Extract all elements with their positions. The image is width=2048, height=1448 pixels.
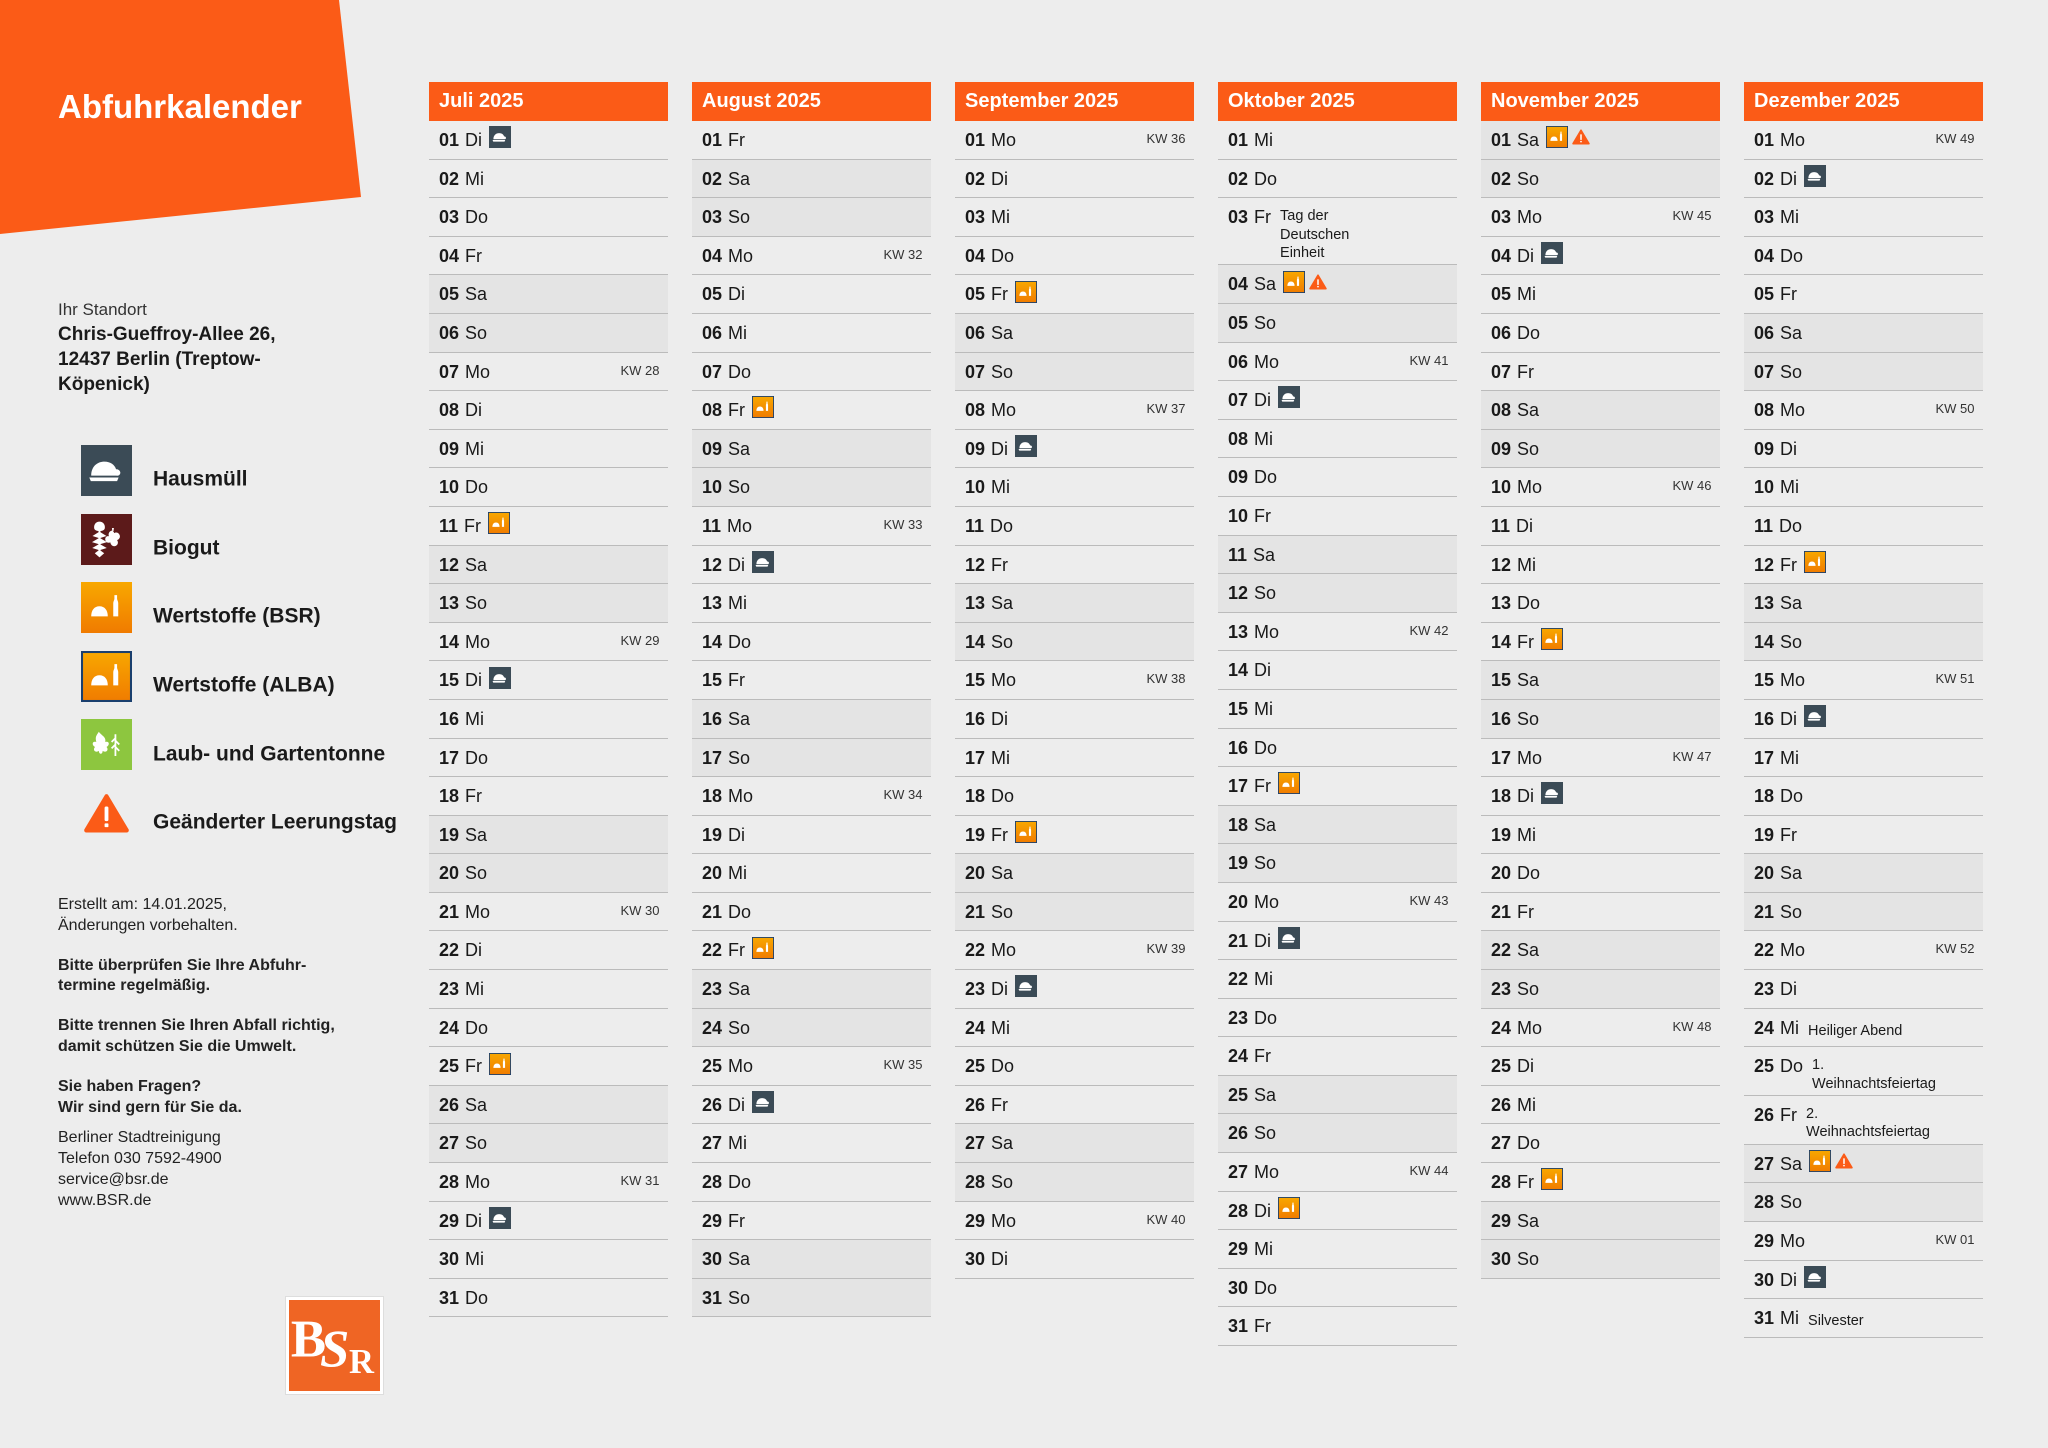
- svg-text:R: R: [349, 1343, 375, 1381]
- svg-text:S: S: [320, 1320, 349, 1378]
